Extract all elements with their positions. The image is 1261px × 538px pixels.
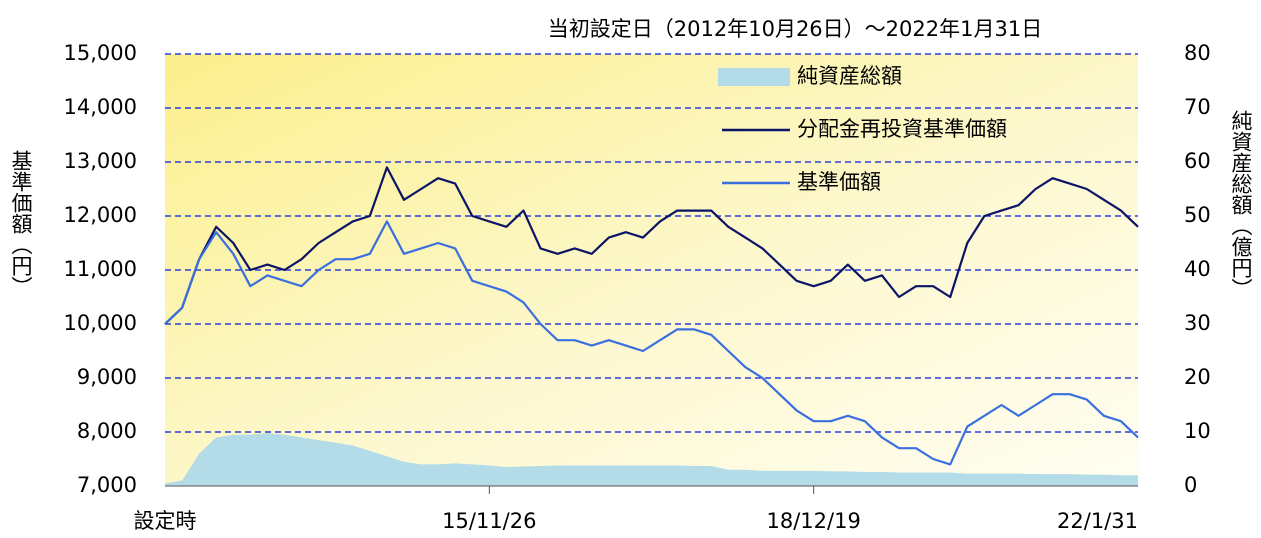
y-axis-label: 基準価額（円） xyxy=(9,150,33,297)
area xyxy=(165,433,1138,486)
line xyxy=(164,166,1139,325)
y-tick-label: 15,000 xyxy=(64,41,137,65)
x-tick-label: 設定時 xyxy=(134,509,197,533)
y-tick-label: 7,000 xyxy=(77,473,137,497)
y-tick-label: 10,000 xyxy=(64,311,137,335)
legend-label: 分配金再投資基準価額 xyxy=(797,117,1007,141)
y2-tick-label: 30 xyxy=(1184,311,1211,335)
legend-label: 基準価額 xyxy=(797,170,881,194)
y2-tick-label: 20 xyxy=(1184,365,1211,389)
x-tick-label: 22/1/31 xyxy=(1057,509,1138,533)
y-tick-label: 11,000 xyxy=(64,257,137,281)
y-tick-label: 14,000 xyxy=(64,95,137,119)
y2-axis-label: 純資産総額（億円） xyxy=(1229,110,1253,299)
y2-tick-label: 10 xyxy=(1184,419,1211,443)
x-tick-label: 18/12/19 xyxy=(767,509,861,533)
legend-label: 純資産総額 xyxy=(797,64,902,88)
y2-tick-label: 40 xyxy=(1184,257,1211,281)
line xyxy=(164,220,1139,466)
y-tick-label: 8,000 xyxy=(77,419,137,443)
y-tick-label: 9,000 xyxy=(77,365,137,389)
legend-swatch xyxy=(718,68,790,86)
y2-tick-label: 60 xyxy=(1184,149,1211,173)
y2-tick-label: 50 xyxy=(1184,203,1211,227)
y2-tick-label: 0 xyxy=(1184,473,1197,497)
y2-tick-label: 70 xyxy=(1184,95,1211,119)
y-tick-label: 12,000 xyxy=(64,203,137,227)
y-tick-label: 13,000 xyxy=(64,149,137,173)
chart-title: 当初設定日（2012年10月26日）～2022年1月31日 xyxy=(548,17,1042,41)
x-tick-label: 15/11/26 xyxy=(442,509,536,533)
y2-tick-label: 80 xyxy=(1184,41,1211,65)
